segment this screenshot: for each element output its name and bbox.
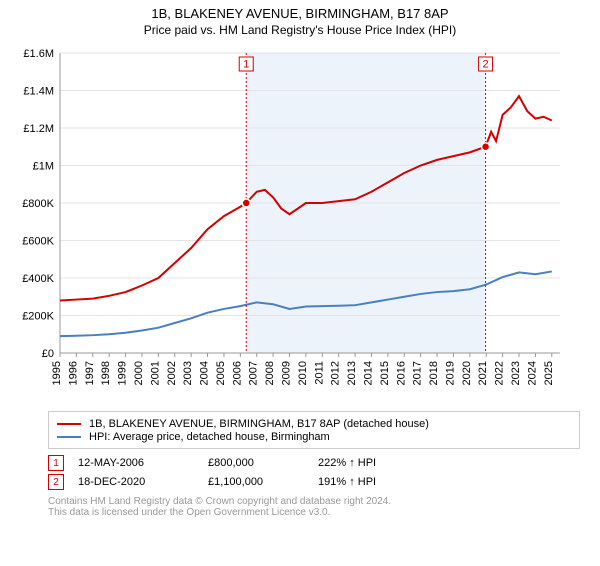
x-tick-label: 2019 [444,361,456,385]
x-tick-label: 2015 [379,361,391,385]
x-tick-label: 2021 [477,361,489,385]
marker-chip-label: 2 [483,58,489,70]
y-tick-label: £1.4M [23,86,54,98]
x-tick-label: 2013 [346,361,358,385]
x-tick-label: 2014 [362,361,374,385]
x-tick-label: 2023 [510,361,522,385]
legend-swatch [57,436,81,438]
x-tick-label: 2022 [494,361,506,385]
chart-title: 1B, BLAKENEY AVENUE, BIRMINGHAM, B17 8AP [0,6,600,21]
marker-pct: 191% ↑ HPI [318,476,438,488]
x-tick-label: 2020 [461,361,473,385]
legend-item: HPI: Average price, detached house, Birm… [57,431,571,443]
y-tick-label: £1M [33,161,54,173]
x-tick-label: 2024 [526,361,538,385]
marker-row: 2 18-DEC-2020£1,100,000191% ↑ HPI [48,474,580,490]
x-tick-label: 2002 [166,361,178,385]
x-tick-label: 2009 [281,361,293,385]
y-tick-label: £0 [42,348,54,360]
marker-pct: 222% ↑ HPI [318,457,438,469]
legend-label: HPI: Average price, detached house, Birm… [89,431,330,443]
y-tick-label: £1.2M [23,123,54,135]
marker-dot [482,143,490,151]
price-chart: £0 £200K £400K £600K £800K £1M £1.2M £1.4M £1.6M… [10,43,570,403]
y-tick-label: £400K [22,273,54,285]
markers-table: 1 12-MAY-2006£800,000222% ↑ HPI 2 18-DEC-20… [48,455,580,490]
x-tick-label: 2017 [412,361,424,385]
footer-line2: This data is licensed under the Open Gov… [48,507,580,518]
x-tick-label: 1999 [117,361,129,385]
marker-chip: 2 [48,474,64,490]
marker-price: £800,000 [208,457,318,469]
marker-date: 18-DEC-2020 [78,476,208,488]
x-tick-label: 2011 [313,361,325,385]
x-tick-label: 2005 [215,361,227,385]
legend-label: 1B, BLAKENEY AVENUE, BIRMINGHAM, B17 8AP… [89,418,429,430]
footer-attribution: Contains HM Land Registry data © Crown c… [48,496,580,518]
y-tick-label: £200K [22,311,54,323]
marker-chip-label: 1 [243,58,249,70]
x-tick-label: 1998 [100,361,112,385]
x-tick-label: 2018 [428,361,440,385]
x-tick-label: 2004 [199,361,211,385]
x-tick-label: 2001 [149,361,161,385]
marker-dot [242,199,250,207]
marker-row: 1 12-MAY-2006£800,000222% ↑ HPI [48,455,580,471]
x-tick-label: 2006 [231,361,243,385]
x-tick-label: 1995 [51,361,63,385]
x-tick-label: 2025 [543,361,555,385]
legend: 1B, BLAKENEY AVENUE, BIRMINGHAM, B17 8AP… [48,411,580,449]
x-tick-label: 1996 [67,361,79,385]
y-tick-label: £800K [22,198,54,210]
x-tick-label: 2008 [264,361,276,385]
x-tick-label: 2010 [297,361,309,385]
y-tick-label: £1.6M [23,48,54,60]
marker-chip: 1 [48,455,64,471]
x-tick-label: 1997 [84,361,96,385]
y-tick-label: £600K [22,236,54,248]
x-tick-label: 2012 [330,361,342,385]
marker-price: £1,100,000 [208,476,318,488]
chart-subtitle: Price paid vs. HM Land Registry's House … [0,23,600,37]
x-tick-label: 2016 [395,361,407,385]
x-tick-label: 2003 [182,361,194,385]
x-tick-label: 2007 [248,361,260,385]
x-tick-label: 2000 [133,361,145,385]
legend-item: 1B, BLAKENEY AVENUE, BIRMINGHAM, B17 8AP… [57,418,571,430]
marker-date: 12-MAY-2006 [78,457,208,469]
footer-line1: Contains HM Land Registry data © Crown c… [48,496,580,507]
legend-swatch [57,423,81,425]
